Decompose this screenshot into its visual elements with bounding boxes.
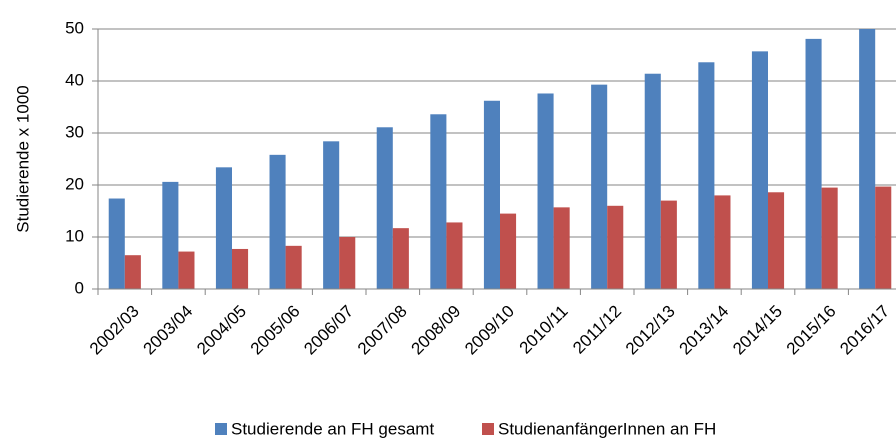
bar bbox=[537, 93, 554, 289]
y-tick-label: 30 bbox=[65, 122, 84, 141]
bar bbox=[446, 222, 463, 289]
bar bbox=[607, 205, 624, 289]
x-tick-label: 2011/12 bbox=[569, 302, 625, 358]
x-tick-label: 2007/08 bbox=[354, 302, 411, 359]
bar bbox=[339, 237, 356, 289]
bar bbox=[162, 181, 179, 289]
x-tick-label: 2015/16 bbox=[783, 302, 840, 359]
x-tick-label: 2004/05 bbox=[193, 302, 250, 359]
x-tick-label: 2008/09 bbox=[408, 302, 465, 359]
bar bbox=[232, 248, 249, 289]
x-tick-label: 2014/15 bbox=[729, 302, 786, 359]
bar bbox=[859, 29, 876, 289]
bar bbox=[483, 100, 500, 289]
bar bbox=[376, 127, 393, 289]
y-tick-label: 40 bbox=[65, 70, 84, 89]
y-tick-label: 20 bbox=[65, 174, 84, 193]
x-tick-label: 2005/06 bbox=[247, 302, 304, 359]
x-tick-label: 2003/04 bbox=[140, 302, 197, 359]
x-tick-label: 2013/14 bbox=[676, 302, 733, 359]
x-tick-label: 2012/13 bbox=[622, 302, 679, 359]
bar bbox=[698, 62, 715, 289]
bar bbox=[714, 195, 731, 289]
legend-swatch bbox=[482, 423, 494, 435]
bar bbox=[392, 228, 409, 289]
x-tick-label: 2009/10 bbox=[461, 302, 518, 359]
bar bbox=[644, 73, 661, 289]
x-tick-label: 2010/11 bbox=[516, 302, 572, 358]
y-axis-label: Studierende x 1000 bbox=[13, 85, 32, 232]
bar bbox=[269, 154, 286, 289]
bar bbox=[124, 255, 141, 289]
y-tick-label: 50 bbox=[65, 18, 84, 37]
bar bbox=[285, 245, 302, 289]
bar bbox=[660, 200, 677, 289]
bar bbox=[500, 213, 517, 289]
bar bbox=[751, 51, 768, 289]
bar bbox=[875, 186, 892, 289]
x-tick-label: 2016/17 bbox=[836, 302, 893, 359]
y-tick-label: 10 bbox=[65, 226, 84, 245]
bar bbox=[591, 84, 608, 289]
bar bbox=[821, 187, 838, 289]
bar bbox=[768, 192, 785, 289]
bar bbox=[215, 167, 232, 289]
bar bbox=[178, 251, 195, 289]
bar bbox=[323, 141, 340, 289]
legend-label: StudienanfängerInnen an FH bbox=[498, 419, 716, 438]
bar bbox=[430, 114, 447, 289]
x-tick-label: 2002/03 bbox=[86, 302, 143, 359]
bar bbox=[108, 198, 125, 289]
legend-swatch bbox=[215, 423, 227, 435]
y-tick-label: 0 bbox=[75, 278, 84, 297]
bar bbox=[805, 38, 822, 289]
x-tick-label: 2006/07 bbox=[300, 302, 357, 359]
bar bbox=[553, 207, 570, 289]
legend-label: Studierende an FH gesamt bbox=[231, 419, 434, 438]
